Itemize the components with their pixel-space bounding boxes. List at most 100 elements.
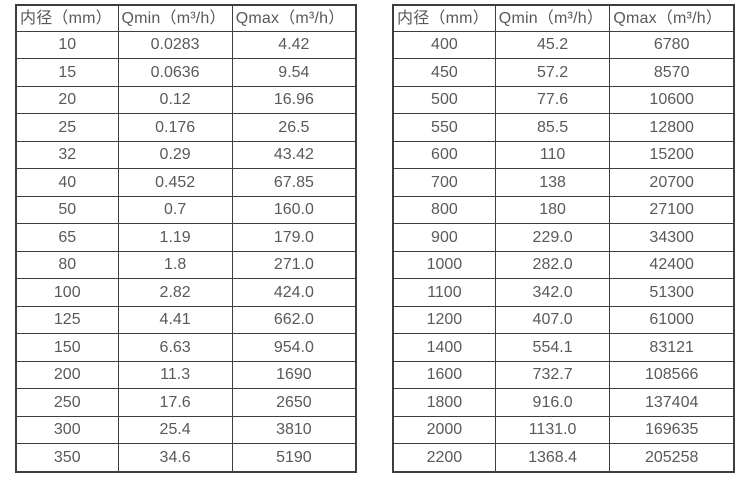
table-cell: 0.7 [117, 195, 233, 225]
table-cell: 4.41 [117, 305, 233, 335]
table-row: 150 6.63 954.0 [15, 333, 357, 362]
table-cell: 407.0 [494, 305, 611, 335]
table-row: 40 0.452 67.85 [15, 168, 357, 197]
table-cell: 2000 [392, 415, 496, 445]
table-cell: 800 [392, 195, 496, 225]
table-row: 800 180 27100 [392, 195, 735, 225]
table-cell: 2200 [392, 443, 496, 473]
table-cell: 0.176 [117, 113, 233, 142]
table-row: 700 138 20700 [392, 168, 735, 197]
table-cell: 350 [15, 443, 119, 473]
table-cell: 77.6 [494, 85, 611, 115]
table-cell: 424.0 [231, 278, 357, 307]
table-cell: 200 [15, 360, 119, 390]
table-row: 65 1.19 179.0 [15, 223, 357, 252]
table-cell: 80 [15, 250, 119, 280]
table-row: 500 77.6 10600 [392, 85, 735, 115]
table-cell: 25 [15, 113, 119, 142]
data-table: 内径（mm） Qmin（m³/h） Qmax（m³/h） 10 0.0283 4.4… [15, 4, 357, 473]
table-cell: 180 [494, 195, 611, 225]
table-row: 50 0.7 160.0 [15, 195, 357, 225]
table-cell: 300 [15, 415, 119, 445]
table-row: 1100 342.0 51300 [392, 278, 735, 307]
table-header-row: 内径（mm） Qmin（m³/h） Qmax（m³/h） [392, 4, 735, 32]
table-row: 20 0.12 16.96 [15, 85, 357, 115]
table-cell: 0.0636 [117, 58, 233, 87]
table-cell: 342.0 [494, 278, 611, 307]
table-cell: 50 [15, 195, 119, 225]
table-row: 250 17.6 2650 [15, 388, 357, 417]
table-row: 1000 282.0 42400 [392, 250, 735, 280]
table-cell: 732.7 [494, 360, 611, 390]
table-cell: 1131.0 [494, 415, 611, 445]
table-cell: 600 [392, 140, 496, 170]
table-cell: 15200 [609, 140, 735, 170]
table-cell: 5190 [231, 443, 357, 473]
table-row: 1400 554.1 83121 [392, 333, 735, 362]
table-cell: 1400 [392, 333, 496, 362]
table-cell: 662.0 [231, 305, 357, 335]
table-cell: 26.5 [231, 113, 357, 142]
table-cell: 450 [392, 58, 496, 87]
table-row: 125 4.41 662.0 [15, 305, 357, 335]
table-cell: 900 [392, 223, 496, 252]
data-table: 内径（mm） Qmin（m³/h） Qmax（m³/h） 400 45.2 6780… [392, 4, 735, 473]
table-cell: 10600 [609, 85, 735, 115]
table-cell: 61000 [609, 305, 735, 335]
table-cell: 1600 [392, 360, 496, 390]
table-cell: 25.4 [117, 415, 233, 445]
table-row: 450 57.2 8570 [392, 58, 735, 87]
table-cell: 3810 [231, 415, 357, 445]
table-header-row: 内径（mm） Qmin（m³/h） Qmax（m³/h） [15, 4, 357, 32]
table-cell: 100 [15, 278, 119, 307]
table-cell: 6.63 [117, 333, 233, 362]
table-row: 350 34.6 5190 [15, 443, 357, 473]
table-row: 1200 407.0 61000 [392, 305, 735, 335]
table-cell: 32 [15, 140, 119, 170]
table-cell: 1100 [392, 278, 496, 307]
table-cell: 2650 [231, 388, 357, 417]
table-cell: 205258 [609, 443, 735, 473]
table-cell: 85.5 [494, 113, 611, 142]
table-body: 400 45.2 6780 450 57.2 8570 500 77.6 10600 550 85.… [392, 30, 735, 473]
table-cell: 137404 [609, 388, 735, 417]
table-cell: 27100 [609, 195, 735, 225]
table-row: 300 25.4 3810 [15, 415, 357, 445]
table-cell: 10 [15, 30, 119, 60]
table-cell: 20 [15, 85, 119, 115]
table-cell: 1690 [231, 360, 357, 390]
table-row: 200 11.3 1690 [15, 360, 357, 390]
column-header-qmin: Qmin（m³/h） [117, 4, 233, 32]
table-cell: 43.42 [231, 140, 357, 170]
table-cell: 400 [392, 30, 496, 60]
table-cell: 1368.4 [494, 443, 611, 473]
table-cell: 160.0 [231, 195, 357, 225]
table-row: 10 0.0283 4.42 [15, 30, 357, 60]
table-cell: 271.0 [231, 250, 357, 280]
column-header-qmax: Qmax（m³/h） [231, 4, 357, 32]
table-cell: 1.8 [117, 250, 233, 280]
table-cell: 282.0 [494, 250, 611, 280]
table-cell: 1800 [392, 388, 496, 417]
table-row: 1600 732.7 108566 [392, 360, 735, 390]
table-cell: 0.0283 [117, 30, 233, 60]
table-row: 25 0.176 26.5 [15, 113, 357, 142]
table-cell: 83121 [609, 333, 735, 362]
table-cell: 550 [392, 113, 496, 142]
table-cell: 65 [15, 223, 119, 252]
table-cell: 110 [494, 140, 611, 170]
table-row: 550 85.5 12800 [392, 113, 735, 142]
table-cell: 916.0 [494, 388, 611, 417]
table-cell: 954.0 [231, 333, 357, 362]
table-cell: 169635 [609, 415, 735, 445]
table-row: 1800 916.0 137404 [392, 388, 735, 417]
table-row: 80 1.8 271.0 [15, 250, 357, 280]
table-cell: 250 [15, 388, 119, 417]
table-cell: 17.6 [117, 388, 233, 417]
table-cell: 16.96 [231, 85, 357, 115]
table-cell: 51300 [609, 278, 735, 307]
table-cell: 125 [15, 305, 119, 335]
table-row: 2200 1368.4 205258 [392, 443, 735, 473]
table-cell: 20700 [609, 168, 735, 197]
